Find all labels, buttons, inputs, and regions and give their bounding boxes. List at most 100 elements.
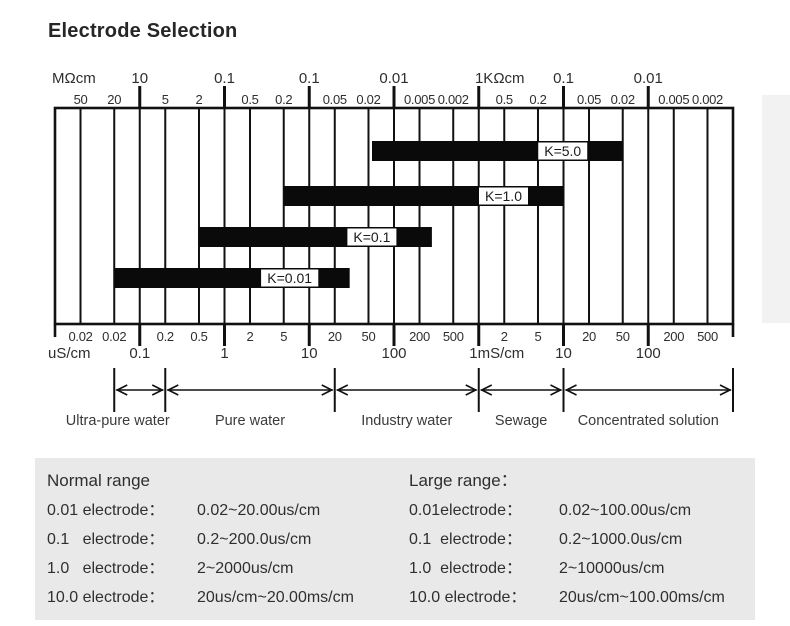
- bar-label-box: [347, 228, 397, 246]
- bottom-axis-minor-label: 20: [582, 329, 596, 344]
- bottom-axis-minor-label: 50: [362, 329, 376, 344]
- arrowhead-left-icon: [479, 384, 493, 396]
- top-axis-minor-label: 0.5: [241, 92, 258, 107]
- bottom-axis-minor-label: 0.02: [102, 329, 126, 344]
- bottom-axis-unit-label: uS/cm: [48, 345, 91, 362]
- right-edge-shading: [762, 95, 790, 323]
- top-axis-minor-label: 0.02: [611, 92, 635, 107]
- range-row: 1.0 electrode： 2~10000us/cm: [409, 554, 725, 583]
- top-axis-minor-label: 0.05: [323, 92, 347, 107]
- top-axis-minor-label: 0.02: [356, 92, 380, 107]
- bar-label-box: [479, 187, 528, 205]
- electrode-name: 1.0 electrode：: [409, 560, 522, 577]
- top-axis-major-label: 0.1: [299, 70, 320, 87]
- arrowhead-right-icon: [321, 384, 334, 396]
- electrode-range: 2~10000us/cm: [559, 560, 665, 577]
- range-row: 1.0 electrode： 2~2000us/cm: [47, 554, 354, 583]
- top-axis-minor-label: 0.005: [658, 92, 689, 107]
- category-label: Sewage: [495, 413, 547, 429]
- arrowhead-left-icon: [166, 384, 179, 396]
- bottom-axis-minor-label: 0.5: [190, 329, 207, 344]
- category-label: Ultra-pure water: [66, 413, 170, 429]
- electrode-range: 20us/cm~20.00ms/cm: [197, 589, 354, 606]
- bottom-axis-minor-label: 50: [616, 329, 630, 344]
- arrowhead-left-icon: [564, 384, 577, 396]
- normal-range-column: Normal range 0.01 electrode： 0.02~20.00u…: [47, 468, 354, 612]
- range-row: 10.0 electrode： 20us/cm~20.00ms/cm: [47, 583, 354, 612]
- bottom-axis-minor-label: 2: [247, 329, 254, 344]
- electrode-range: 20us/cm~100.00ms/cm: [559, 589, 725, 606]
- bottom-axis-minor-label: 200: [663, 329, 684, 344]
- arrowhead-right-icon: [465, 384, 478, 396]
- top-axis-minor-label: 2: [196, 92, 203, 107]
- bottom-axis-major-label: 10: [301, 345, 318, 362]
- bottom-axis-minor-label: 500: [443, 329, 464, 344]
- range-row: 0.01electrode： 0.02~100.00us/cm: [409, 496, 725, 525]
- electrode-name: 0.1 electrode：: [47, 531, 165, 548]
- bar-label: K=5.0: [544, 143, 581, 159]
- arrowhead-right-icon: [550, 384, 563, 396]
- top-axis-minor-label: 0.2: [529, 92, 546, 107]
- electrode-name: 1.0 electrode：: [47, 560, 165, 577]
- bottom-axis-major-label: 1mS/cm: [469, 345, 524, 362]
- large-range-column: Large range： 0.01electrode： 0.02~100.00u…: [409, 468, 725, 612]
- arrowhead-right-icon: [151, 384, 165, 396]
- bottom-axis-minor-label: 0.2: [157, 329, 174, 344]
- electrode-range: 2~2000us/cm: [197, 560, 294, 577]
- electrode-name: 0.01electrode：: [409, 502, 522, 519]
- electrode-name: 10.0 electrode：: [409, 589, 527, 606]
- category-label: Pure water: [215, 413, 285, 429]
- top-axis-major-label: 1KΩcm: [475, 70, 525, 87]
- electrode-name: 10.0 electrode：: [47, 589, 165, 606]
- bottom-axis-minor-label: 2: [501, 329, 508, 344]
- bottom-axis-minor-label: 20: [328, 329, 342, 344]
- arrowhead-left-icon: [335, 384, 349, 396]
- bottom-axis-major-label: 10: [555, 345, 572, 362]
- bar-label: K=1.0: [485, 188, 522, 204]
- top-axis-major-label: 0.1: [214, 70, 235, 87]
- electrode-name: 0.1 electrode：: [409, 531, 522, 548]
- top-axis-major-label: 0.01: [634, 70, 663, 87]
- bottom-axis-major-label: 100: [381, 345, 406, 362]
- page-title: Electrode Selection: [48, 20, 238, 42]
- top-axis-minor-label: 0.05: [577, 92, 601, 107]
- top-axis-major-label: 0.1: [553, 70, 574, 87]
- electrode-range: 0.2~200.0us/cm: [197, 531, 312, 548]
- bar-label-box: [538, 142, 588, 160]
- top-axis-minor-label: 0.2: [275, 92, 292, 107]
- electrode-name: 0.01 electrode：: [47, 502, 165, 519]
- bottom-axis-minor-label: 5: [280, 329, 287, 344]
- range-row: 0.1 electrode： 0.2~1000.0us/cm: [409, 525, 725, 554]
- range-row: 10.0 electrode： 20us/cm~100.00ms/cm: [409, 583, 725, 612]
- category-label: Industry water: [361, 413, 452, 429]
- top-axis-minor-label: 0.002: [438, 92, 469, 107]
- electrode-selection-chart: MΩcm 10 0.1 0.1 0.01 1KΩcm 0.1 0.01 50 20 5 2 0.5 0.2…: [48, 70, 790, 429]
- bottom-axis-minor-label: 200: [409, 329, 430, 344]
- top-axis-major-label: 10: [131, 70, 148, 87]
- bar-label: K=0.1: [353, 229, 390, 245]
- electrode-range: 0.02~100.00us/cm: [559, 502, 692, 519]
- top-axis-minor-label: 20: [107, 92, 121, 107]
- bottom-axis-minor-label: 0.02: [68, 329, 92, 344]
- range-row: 0.1 electrode： 0.2~200.0us/cm: [47, 525, 354, 554]
- category-label: Concentrated solution: [578, 413, 719, 429]
- top-axis-minor-label: 5: [162, 92, 169, 107]
- arrowhead-left-icon: [115, 384, 128, 396]
- top-axis-minor-label: 0.5: [496, 92, 513, 107]
- bottom-axis-minor-label: 5: [535, 329, 542, 344]
- top-axis-minor-label: 0.002: [692, 92, 723, 107]
- top-axis-major-label: 0.01: [379, 70, 408, 87]
- bottom-axis-major-label: 0.1: [129, 345, 150, 362]
- range-panel: Normal range 0.01 electrode： 0.02~20.00u…: [35, 458, 755, 620]
- electrode-range: 0.02~20.00us/cm: [197, 502, 321, 519]
- bar-label: K=0.01: [267, 270, 312, 286]
- top-axis-unit-label: MΩcm: [52, 70, 96, 87]
- bottom-axis-major-label: 100: [636, 345, 661, 362]
- arrowhead-right-icon: [719, 384, 732, 396]
- top-axis-minor-label: 50: [74, 92, 88, 107]
- bottom-axis-major-label: 1: [220, 345, 228, 362]
- top-axis-minor-label: 0.005: [404, 92, 435, 107]
- large-range-title: Large range：: [409, 471, 518, 490]
- normal-range-title: Normal range: [47, 471, 150, 490]
